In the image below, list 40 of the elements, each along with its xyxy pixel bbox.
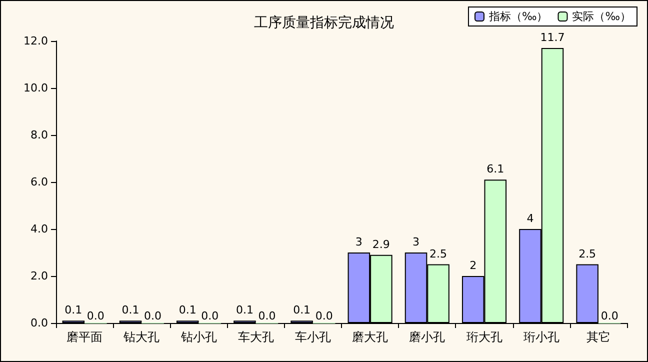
data-label: 2.9 <box>372 238 390 251</box>
data-label: 3 <box>355 236 362 248</box>
y-tick-label: 2.0 <box>30 270 48 282</box>
data-label: 2 <box>470 259 477 272</box>
data-label: 0.1 <box>178 304 196 317</box>
x-tick-label: 钻小孔 <box>180 330 217 344</box>
data-label: 4 <box>526 212 534 225</box>
y-tick-label: 8.0 <box>30 128 48 142</box>
x-tick-label: 车大孔 <box>238 330 274 344</box>
data-label: 0.1 <box>236 304 254 317</box>
x-tick-label: 珩小孔 <box>523 330 560 344</box>
data-label: 0.0 <box>315 310 333 322</box>
y-tick-label: 12.0 <box>24 34 48 48</box>
data-label: 11.7 <box>540 31 565 44</box>
x-tick-label: 钻大孔 <box>122 330 160 344</box>
data-label: 0.0 <box>201 310 219 322</box>
y-tick-label: 0.0 <box>30 316 48 330</box>
x-tick-label: 其它 <box>586 330 610 344</box>
x-tick-label: 磨小孔 <box>409 330 446 344</box>
x-tick-label: 车小孔 <box>294 330 331 344</box>
x-tick-label: 磨大孔 <box>352 330 388 344</box>
data-label: 0.1 <box>64 304 82 317</box>
data-label: 0.0 <box>144 310 162 322</box>
data-label: 0.1 <box>293 304 311 317</box>
data-label: 0.0 <box>600 310 618 322</box>
data-label: 6.1 <box>486 162 504 176</box>
legend-label: 实际（‰） <box>572 10 632 23</box>
data-label: 2.5 <box>578 247 596 260</box>
legend-label: 指标（‰） <box>488 10 548 23</box>
data-label: 2.5 <box>430 247 448 260</box>
y-tick-label: 6.0 <box>30 176 48 188</box>
y-tick-label: 10.0 <box>24 82 48 94</box>
chart-title: 工序质量指标完成情况 <box>254 15 394 31</box>
data-label: 0.1 <box>122 304 140 317</box>
data-label: 0.0 <box>258 310 276 322</box>
x-tick-label: 磨平面 <box>66 330 103 344</box>
data-label: 0.0 <box>86 310 104 322</box>
x-tick-label: 珩大孔 <box>466 330 502 344</box>
y-tick-label: 4.0 <box>30 222 48 236</box>
data-label: 3 <box>412 236 420 248</box>
